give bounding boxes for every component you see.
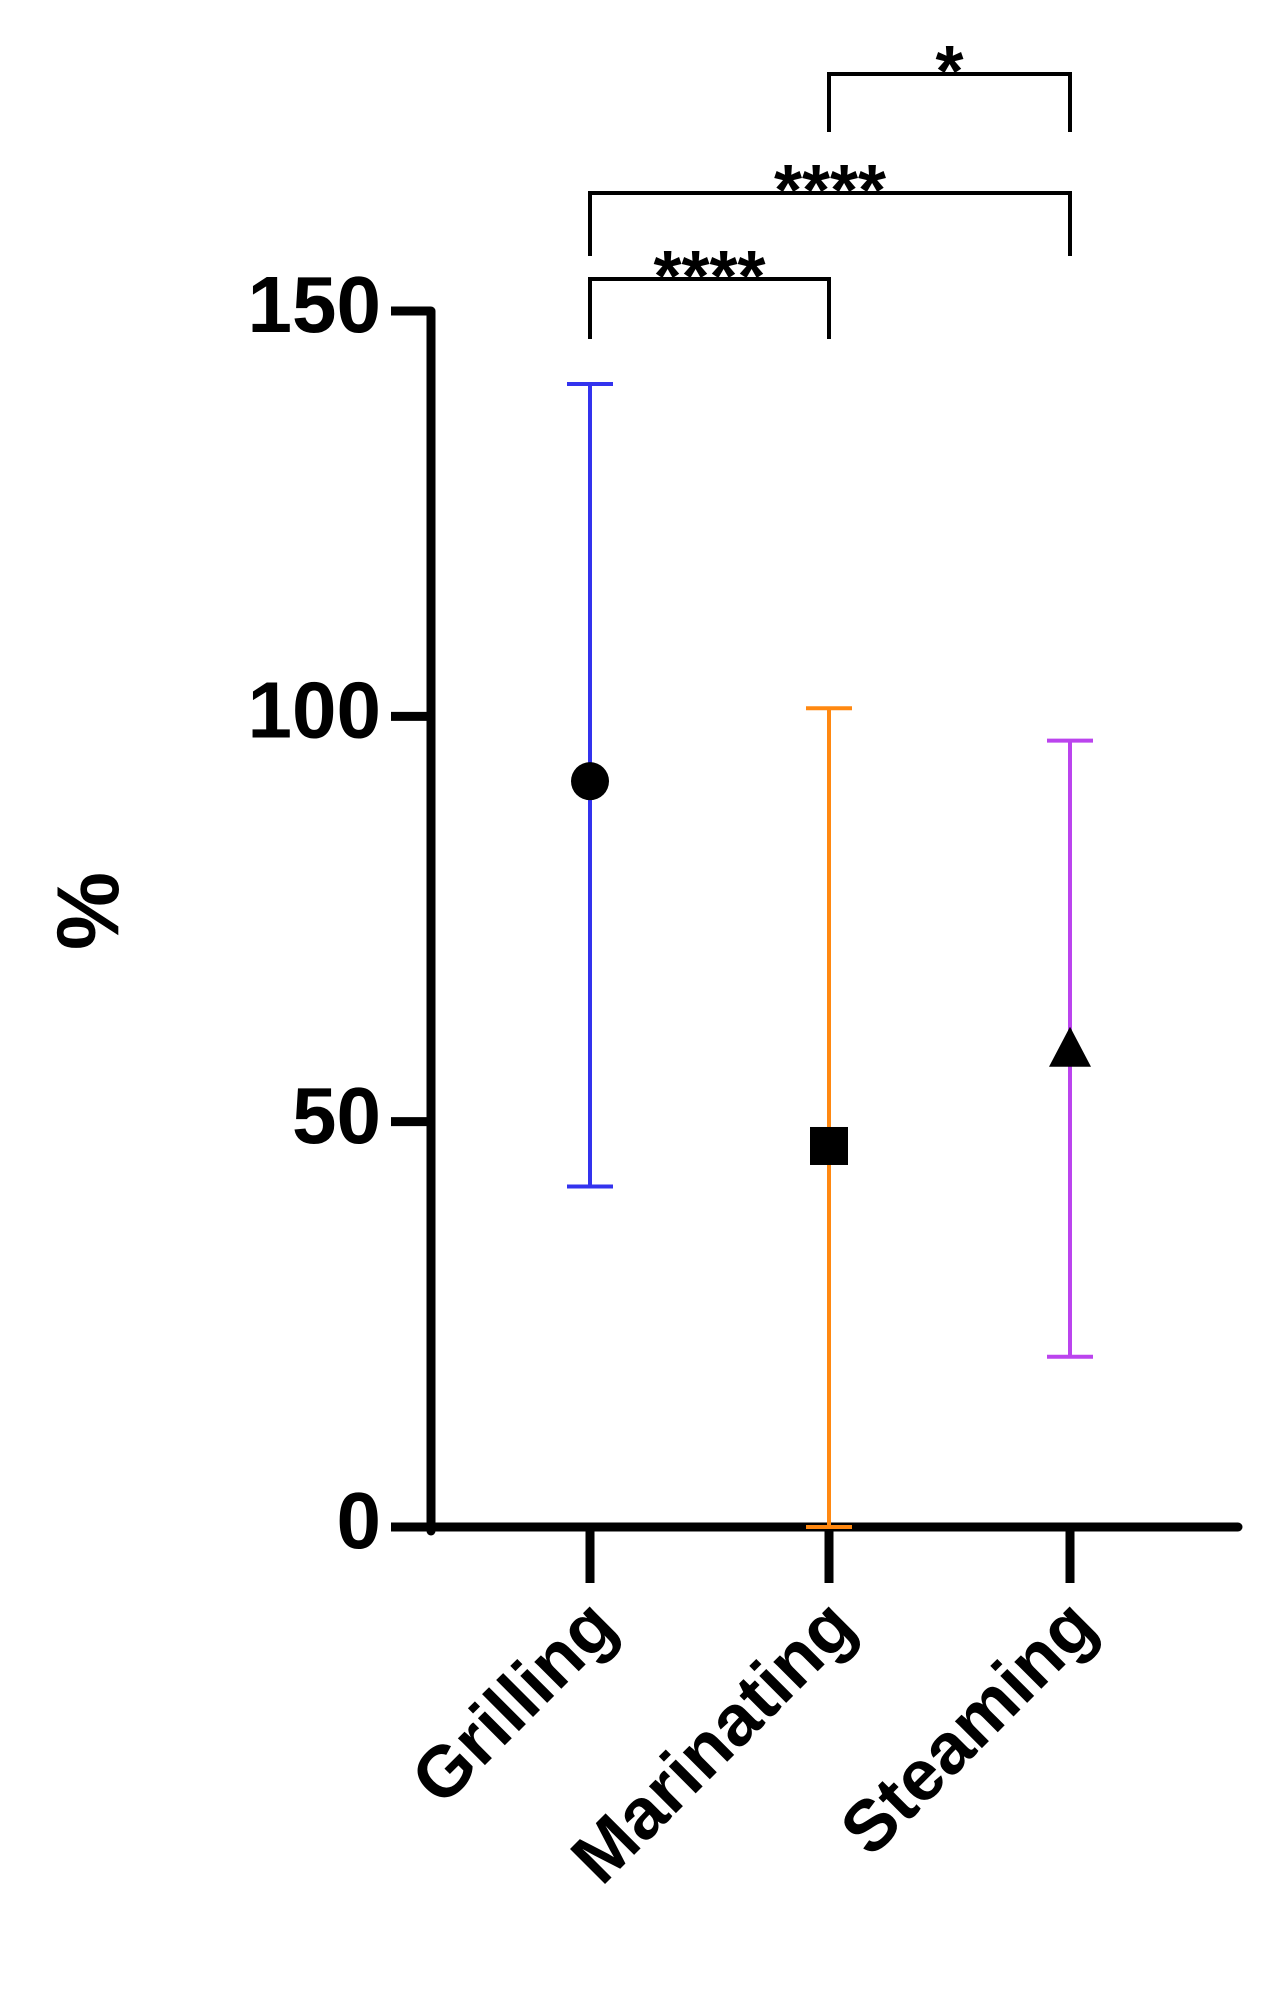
y-axis-label: % xyxy=(38,872,137,950)
significance-label: **** xyxy=(653,237,765,317)
y-tick-label: 150 xyxy=(248,260,381,349)
mean-point xyxy=(571,762,609,801)
significance-label: **** xyxy=(774,151,886,231)
y-tick-label: 0 xyxy=(337,1476,382,1565)
mean-point xyxy=(810,1126,848,1165)
x-tick-label: Steaming xyxy=(826,1585,1112,1871)
significance-bracket xyxy=(588,191,1072,256)
x-tick-label: Grilling xyxy=(397,1585,632,1820)
y-tick-label: 50 xyxy=(292,1071,381,1160)
significance-bracket xyxy=(588,277,831,339)
significance-label: * xyxy=(935,32,963,112)
mean-point xyxy=(1049,1026,1091,1067)
y-tick-label: 100 xyxy=(248,665,381,754)
significance-bracket xyxy=(827,72,1072,132)
